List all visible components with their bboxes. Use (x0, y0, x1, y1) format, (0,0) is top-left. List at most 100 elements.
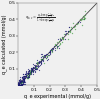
Point (19, 81, 21, 83)
Point (27, 76, 28, 77)
Point (20, 83, 22, 84)
Point (27, 73, 29, 75)
Point (68, 30, 70, 32)
Point (81, 19, 83, 20)
Point (60, 39, 62, 40)
Point (20, 82, 21, 83)
Point (20, 84, 21, 86)
Point (59, 42, 60, 43)
Point (32, 64, 34, 65)
Point (78, 22, 79, 23)
Point (21, 77, 23, 78)
Point (20, 84, 22, 85)
Point (41, 56, 42, 58)
Point (23, 80, 24, 82)
Point (20, 79, 22, 81)
Point (66, 33, 67, 34)
Point (63, 33, 65, 35)
Point (24, 76, 25, 78)
Point (32, 70, 34, 71)
Point (49, 53, 51, 54)
Point (42, 59, 44, 60)
Point (48, 54, 50, 56)
Point (38, 62, 40, 63)
Point (32, 70, 33, 72)
Point (67, 33, 69, 34)
Point (19, 84, 20, 86)
Point (27, 76, 29, 77)
Point (28, 75, 29, 76)
Point (49, 50, 50, 51)
Point (58, 44, 60, 45)
Point (18, 84, 19, 86)
Point (43, 60, 44, 62)
Point (81, 24, 82, 25)
Point (18, 84, 20, 86)
Point (43, 55, 44, 57)
Point (18, 83, 20, 85)
Point (18, 84, 19, 85)
Point (57, 45, 59, 47)
Point (18, 84, 20, 86)
Point (21, 81, 22, 83)
Point (28, 73, 30, 74)
Point (50, 48, 51, 50)
Point (46, 59, 47, 60)
Point (28, 69, 29, 70)
Point (36, 67, 38, 68)
Point (28, 73, 30, 74)
Point (65, 30, 67, 32)
Point (21, 80, 22, 82)
Point (27, 71, 29, 73)
Point (32, 70, 33, 71)
Point (55, 44, 57, 45)
Point (24, 74, 25, 75)
Point (22, 81, 23, 82)
Point (38, 65, 40, 67)
Point (36, 69, 37, 70)
Point (54, 45, 55, 47)
Point (23, 78, 25, 80)
Point (19, 84, 21, 86)
Point (29, 73, 31, 75)
Point (41, 58, 43, 59)
Point (20, 81, 22, 83)
Point (18, 84, 19, 86)
Point (30, 73, 32, 75)
Point (20, 76, 21, 78)
Point (26, 77, 28, 78)
Point (20, 84, 22, 86)
Point (30, 72, 31, 73)
Point (19, 84, 21, 86)
Point (69, 31, 70, 33)
Point (19, 82, 21, 83)
Point (22, 80, 23, 82)
Point (29, 73, 31, 75)
Point (30, 72, 32, 74)
Point (60, 38, 61, 39)
Point (19, 80, 21, 82)
Point (18, 84, 19, 86)
Point (42, 57, 43, 58)
Point (49, 52, 51, 54)
Point (20, 82, 22, 84)
Point (23, 80, 24, 81)
Point (22, 83, 24, 84)
Point (18, 84, 20, 86)
Point (23, 78, 24, 80)
Point (24, 74, 26, 75)
Point (46, 53, 48, 55)
Point (64, 30, 66, 32)
Point (84, 14, 85, 15)
Point (40, 59, 42, 60)
Point (79, 21, 80, 23)
Point (23, 79, 24, 80)
Point (83, 17, 84, 18)
Point (18, 83, 19, 84)
Point (25, 73, 26, 75)
Point (27, 77, 28, 78)
Point (32, 67, 34, 68)
Point (41, 58, 42, 59)
Point (35, 68, 36, 69)
Point (19, 79, 21, 80)
